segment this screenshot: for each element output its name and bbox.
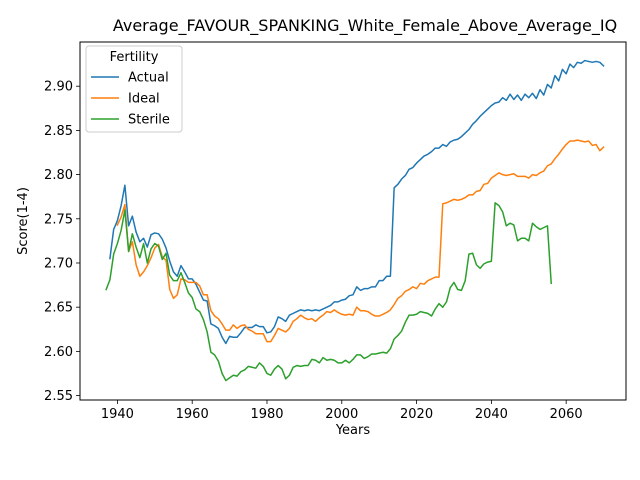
y-axis: 2.55 2.60 2.65 2.70 2.75 2.80 2.85 2.90 — [44, 80, 80, 404]
legend-label-sterile: Sterile — [128, 113, 170, 128]
chart-title: Average_FAVOUR_SPANKING_White_Female_Abo… — [113, 16, 617, 36]
x-tick-label: 2060 — [550, 407, 583, 422]
legend: Fertility Actual Ideal Sterile — [85, 45, 183, 133]
series-line-ideal — [116, 139, 605, 343]
x-tick-label: 2020 — [400, 407, 433, 422]
plot-frame — [79, 41, 627, 401]
x-tick-label: 1980 — [250, 407, 283, 422]
y-tick-label: 2.80 — [44, 168, 73, 183]
x-tick-label: 1940 — [101, 407, 134, 422]
y-axis-title: Score(1-4) — [16, 187, 31, 255]
legend-label-actual: Actual — [128, 71, 169, 86]
legend-label-ideal: Ideal — [128, 92, 160, 107]
legend-box — [85, 45, 183, 133]
y-tick-label: 2.55 — [44, 389, 73, 404]
y-tick-label: 2.70 — [44, 256, 73, 271]
x-tick-label: 2000 — [325, 407, 358, 422]
series-line-sterile — [105, 202, 553, 382]
x-tick-label: 1960 — [176, 407, 209, 422]
x-axis: 1940 1960 1980 2000 2020 2040 2060 — [101, 400, 583, 422]
y-tick-label: 2.85 — [44, 124, 73, 139]
y-tick-label: 2.90 — [44, 80, 73, 95]
y-tick-label: 2.75 — [44, 212, 73, 227]
legend-title: Fertility — [110, 50, 159, 65]
x-axis-title: Years — [335, 423, 371, 438]
plot-lines — [105, 59, 605, 382]
y-tick-label: 2.60 — [44, 345, 73, 360]
y-tick-label: 2.65 — [44, 301, 73, 316]
x-tick-label: 2040 — [475, 407, 508, 422]
series-line-actual — [109, 59, 605, 345]
